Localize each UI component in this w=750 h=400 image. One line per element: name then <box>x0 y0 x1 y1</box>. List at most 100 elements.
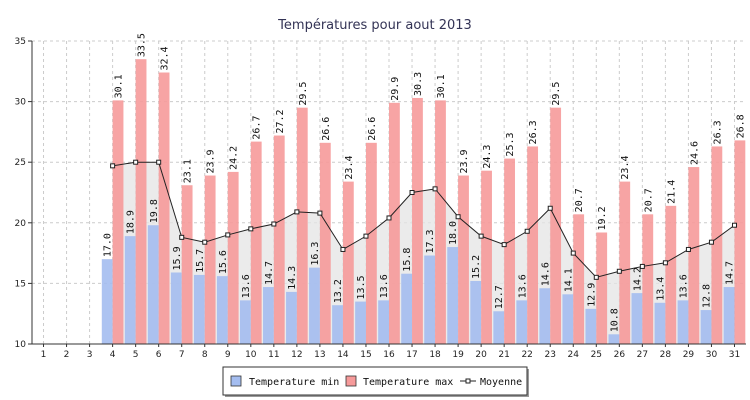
y-tick-label: 35 <box>15 37 26 47</box>
data-label-max: 32.4 <box>160 46 171 70</box>
bar-max <box>619 181 631 344</box>
bar-max <box>435 100 446 344</box>
bar-max <box>688 167 700 344</box>
x-tick-label: 16 <box>383 350 395 360</box>
bar-min <box>170 272 182 344</box>
data-label-min: 12.8 <box>702 284 713 308</box>
data-label-min: 15.9 <box>172 246 183 270</box>
bar-max <box>112 100 124 344</box>
average-line-path <box>112 161 735 278</box>
legend-label-min: Temperature min <box>249 377 339 388</box>
y-tick-label: 20 <box>15 219 27 229</box>
bar-max <box>296 107 308 344</box>
bar-max <box>711 146 723 344</box>
bar-min <box>723 287 735 344</box>
data-label-min: 15.2 <box>471 255 482 279</box>
x-tick-label: 17 <box>406 350 417 360</box>
bar-max <box>181 185 193 344</box>
average-marker <box>455 214 461 220</box>
bar-min <box>654 302 666 344</box>
chart-title: Températures pour aout 2013 <box>277 18 472 33</box>
data-label-max: 26.6 <box>321 117 332 141</box>
x-tick-label: 27 <box>637 350 648 360</box>
data-label-max: 24.2 <box>229 146 240 170</box>
bar-max <box>319 142 331 344</box>
x-tick-label: 3 <box>87 350 93 360</box>
bar-min <box>332 305 343 344</box>
average-marker <box>133 159 139 165</box>
bar-max <box>573 214 585 344</box>
data-label-max: 30.1 <box>114 74 125 98</box>
average-line <box>110 159 737 280</box>
bar-max <box>250 141 262 344</box>
bar-max <box>158 72 170 345</box>
average-marker <box>616 268 622 274</box>
y-tick-label: 25 <box>15 158 26 168</box>
x-tick-label: 7 <box>179 350 185 360</box>
x-tick-label: 20 <box>475 350 487 360</box>
average-marker <box>294 209 300 215</box>
x-tick-label: 21 <box>498 350 509 360</box>
data-label-max: 20.7 <box>574 188 585 212</box>
bar-max <box>481 170 492 344</box>
average-marker <box>248 226 254 232</box>
data-label-max: 20.7 <box>643 188 654 212</box>
x-tick-label: 23 <box>544 350 555 360</box>
bar-max <box>273 135 285 344</box>
legend-box <box>222 366 528 396</box>
legend-swatch-min <box>230 375 242 387</box>
data-label-max: 25.3 <box>505 132 516 156</box>
bar-max <box>504 158 515 344</box>
bar-max <box>204 175 216 344</box>
average-marker <box>225 232 231 238</box>
bar-min <box>585 308 597 344</box>
data-label-min: 15.7 <box>195 249 206 273</box>
y-tick-label: 10 <box>15 340 27 350</box>
bar-max <box>550 107 562 344</box>
data-label-min: 18.0 <box>448 221 459 245</box>
data-label-min: 13.4 <box>655 277 666 301</box>
x-tick-label: 2 <box>64 350 70 360</box>
bar-max <box>389 102 400 344</box>
data-label-min: 13.5 <box>356 275 367 299</box>
x-tick-label: 8 <box>202 350 208 360</box>
average-marker <box>478 233 484 239</box>
legend-swatch-max <box>345 375 357 387</box>
average-marker <box>202 239 208 245</box>
bar-max <box>135 59 147 345</box>
average-marker <box>271 221 277 227</box>
y-tick-label: 15 <box>15 279 26 289</box>
bar-min <box>309 267 320 344</box>
bar-min <box>355 301 366 344</box>
data-label-min: 10.8 <box>609 308 620 332</box>
average-marker <box>731 222 737 228</box>
x-tick-label: 25 <box>591 350 602 360</box>
bars <box>101 59 746 345</box>
x-tick-label: 30 <box>706 350 718 360</box>
legend-label-avg: Moyenne <box>480 377 522 388</box>
average-marker <box>363 233 369 239</box>
bar-max <box>665 205 677 344</box>
bar-min <box>378 300 389 344</box>
data-label-min: 12.7 <box>494 285 505 309</box>
data-label-max: 29.5 <box>551 82 562 106</box>
bar-min <box>263 287 274 344</box>
data-label-max: 29.9 <box>390 77 401 101</box>
data-label-min: 15.8 <box>402 248 413 272</box>
data-label-min: 13.6 <box>241 274 252 298</box>
average-marker <box>386 215 392 221</box>
data-label-min: 14.7 <box>264 261 275 285</box>
x-tick-label: 18 <box>429 350 441 360</box>
bar-max <box>527 146 539 344</box>
data-label-min: 13.6 <box>517 274 528 298</box>
bar-min <box>424 255 436 344</box>
data-label-max: 26.7 <box>252 116 263 140</box>
average-marker <box>179 234 185 240</box>
average-marker <box>639 263 645 269</box>
bar-max <box>227 171 239 344</box>
bar-min <box>447 247 459 344</box>
data-label-min: 14.2 <box>632 267 643 291</box>
bar-min <box>539 288 551 344</box>
